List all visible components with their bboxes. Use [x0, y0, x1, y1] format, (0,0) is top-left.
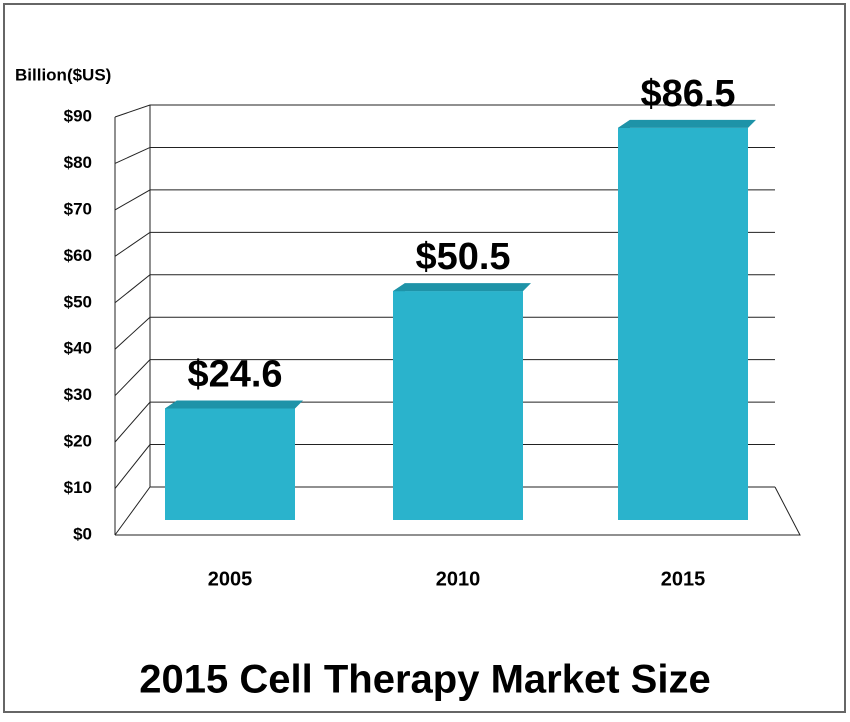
- floor: [115, 486, 801, 536]
- bar-top: [393, 283, 531, 292]
- chart-title: 2015 Cell Therapy Market Size: [139, 658, 710, 702]
- bar-top: [165, 400, 303, 409]
- y-tick-label: $0: [73, 524, 92, 543]
- bar: [618, 127, 748, 520]
- bar-top: [618, 119, 756, 128]
- y-tick-label: $60: [64, 246, 92, 265]
- y-tick-label: $70: [64, 199, 92, 218]
- value-label: $50.5: [415, 236, 510, 278]
- value-label: $24.6: [187, 354, 282, 396]
- x-tick-label: 2005: [208, 568, 253, 590]
- y-axis-label: Billion($US): [15, 65, 111, 84]
- x-tick-label: 2010: [436, 568, 481, 590]
- x-tick-label: 2015: [661, 568, 706, 590]
- bar: [393, 291, 523, 520]
- y-tick-label: $90: [64, 106, 92, 125]
- y-tick-label: $20: [64, 432, 92, 451]
- value-label: $86.5: [640, 73, 735, 115]
- y-tick-label: $80: [64, 153, 92, 172]
- y-tick-label: $30: [64, 385, 92, 404]
- y-tick-label: $10: [64, 478, 92, 497]
- y-tick-label: $50: [64, 292, 92, 311]
- bar: [165, 408, 295, 520]
- y-tick-label: $40: [64, 339, 92, 358]
